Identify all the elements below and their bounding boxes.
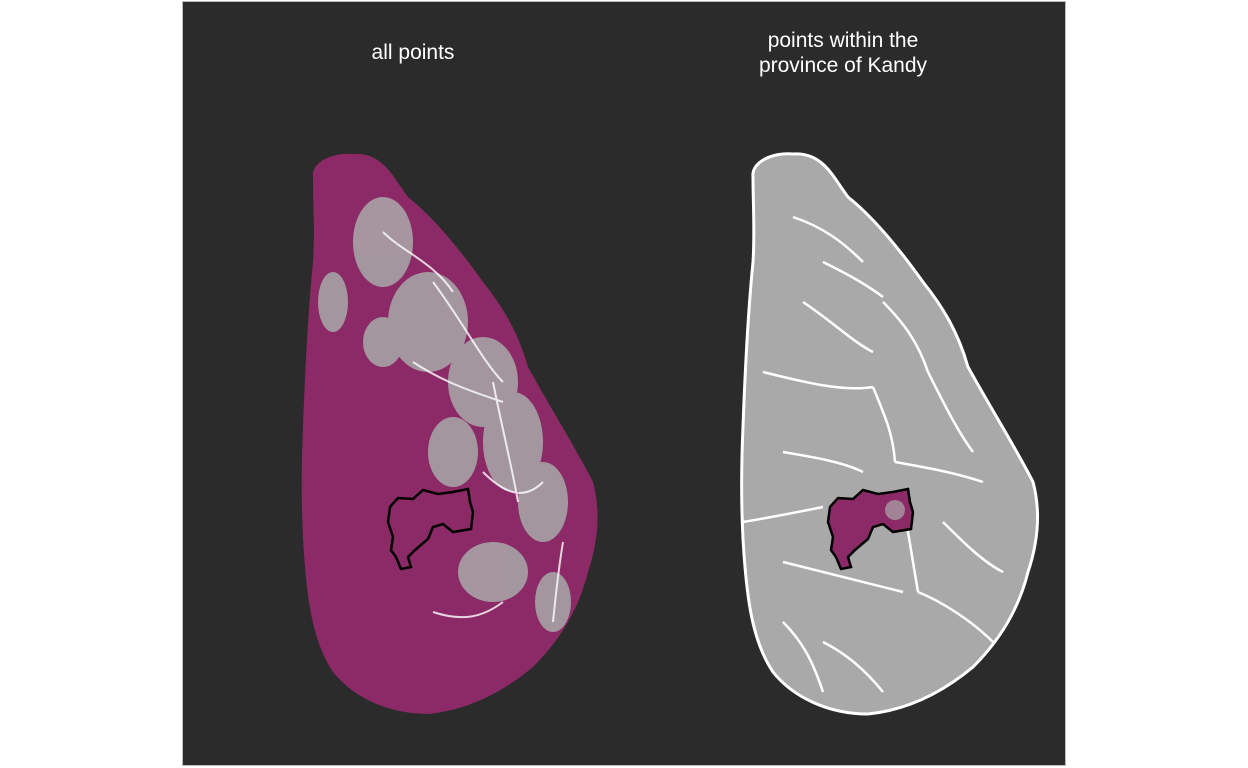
kandy-outline-left [386,487,475,571]
left-map-panel [301,153,598,714]
grey-land-patches [318,197,571,632]
road-boundary-lines [382,231,564,623]
left-panel-title: all points [371,41,455,64]
district-boundaries [742,215,1004,693]
right-panel-title: points within the province of Kandy [758,29,928,77]
kandy-grey-patch [885,500,905,520]
right-map-panel [740,152,1040,716]
map-figure: all points points within the province of… [182,1,1066,766]
map-canvas [301,152,1040,716]
